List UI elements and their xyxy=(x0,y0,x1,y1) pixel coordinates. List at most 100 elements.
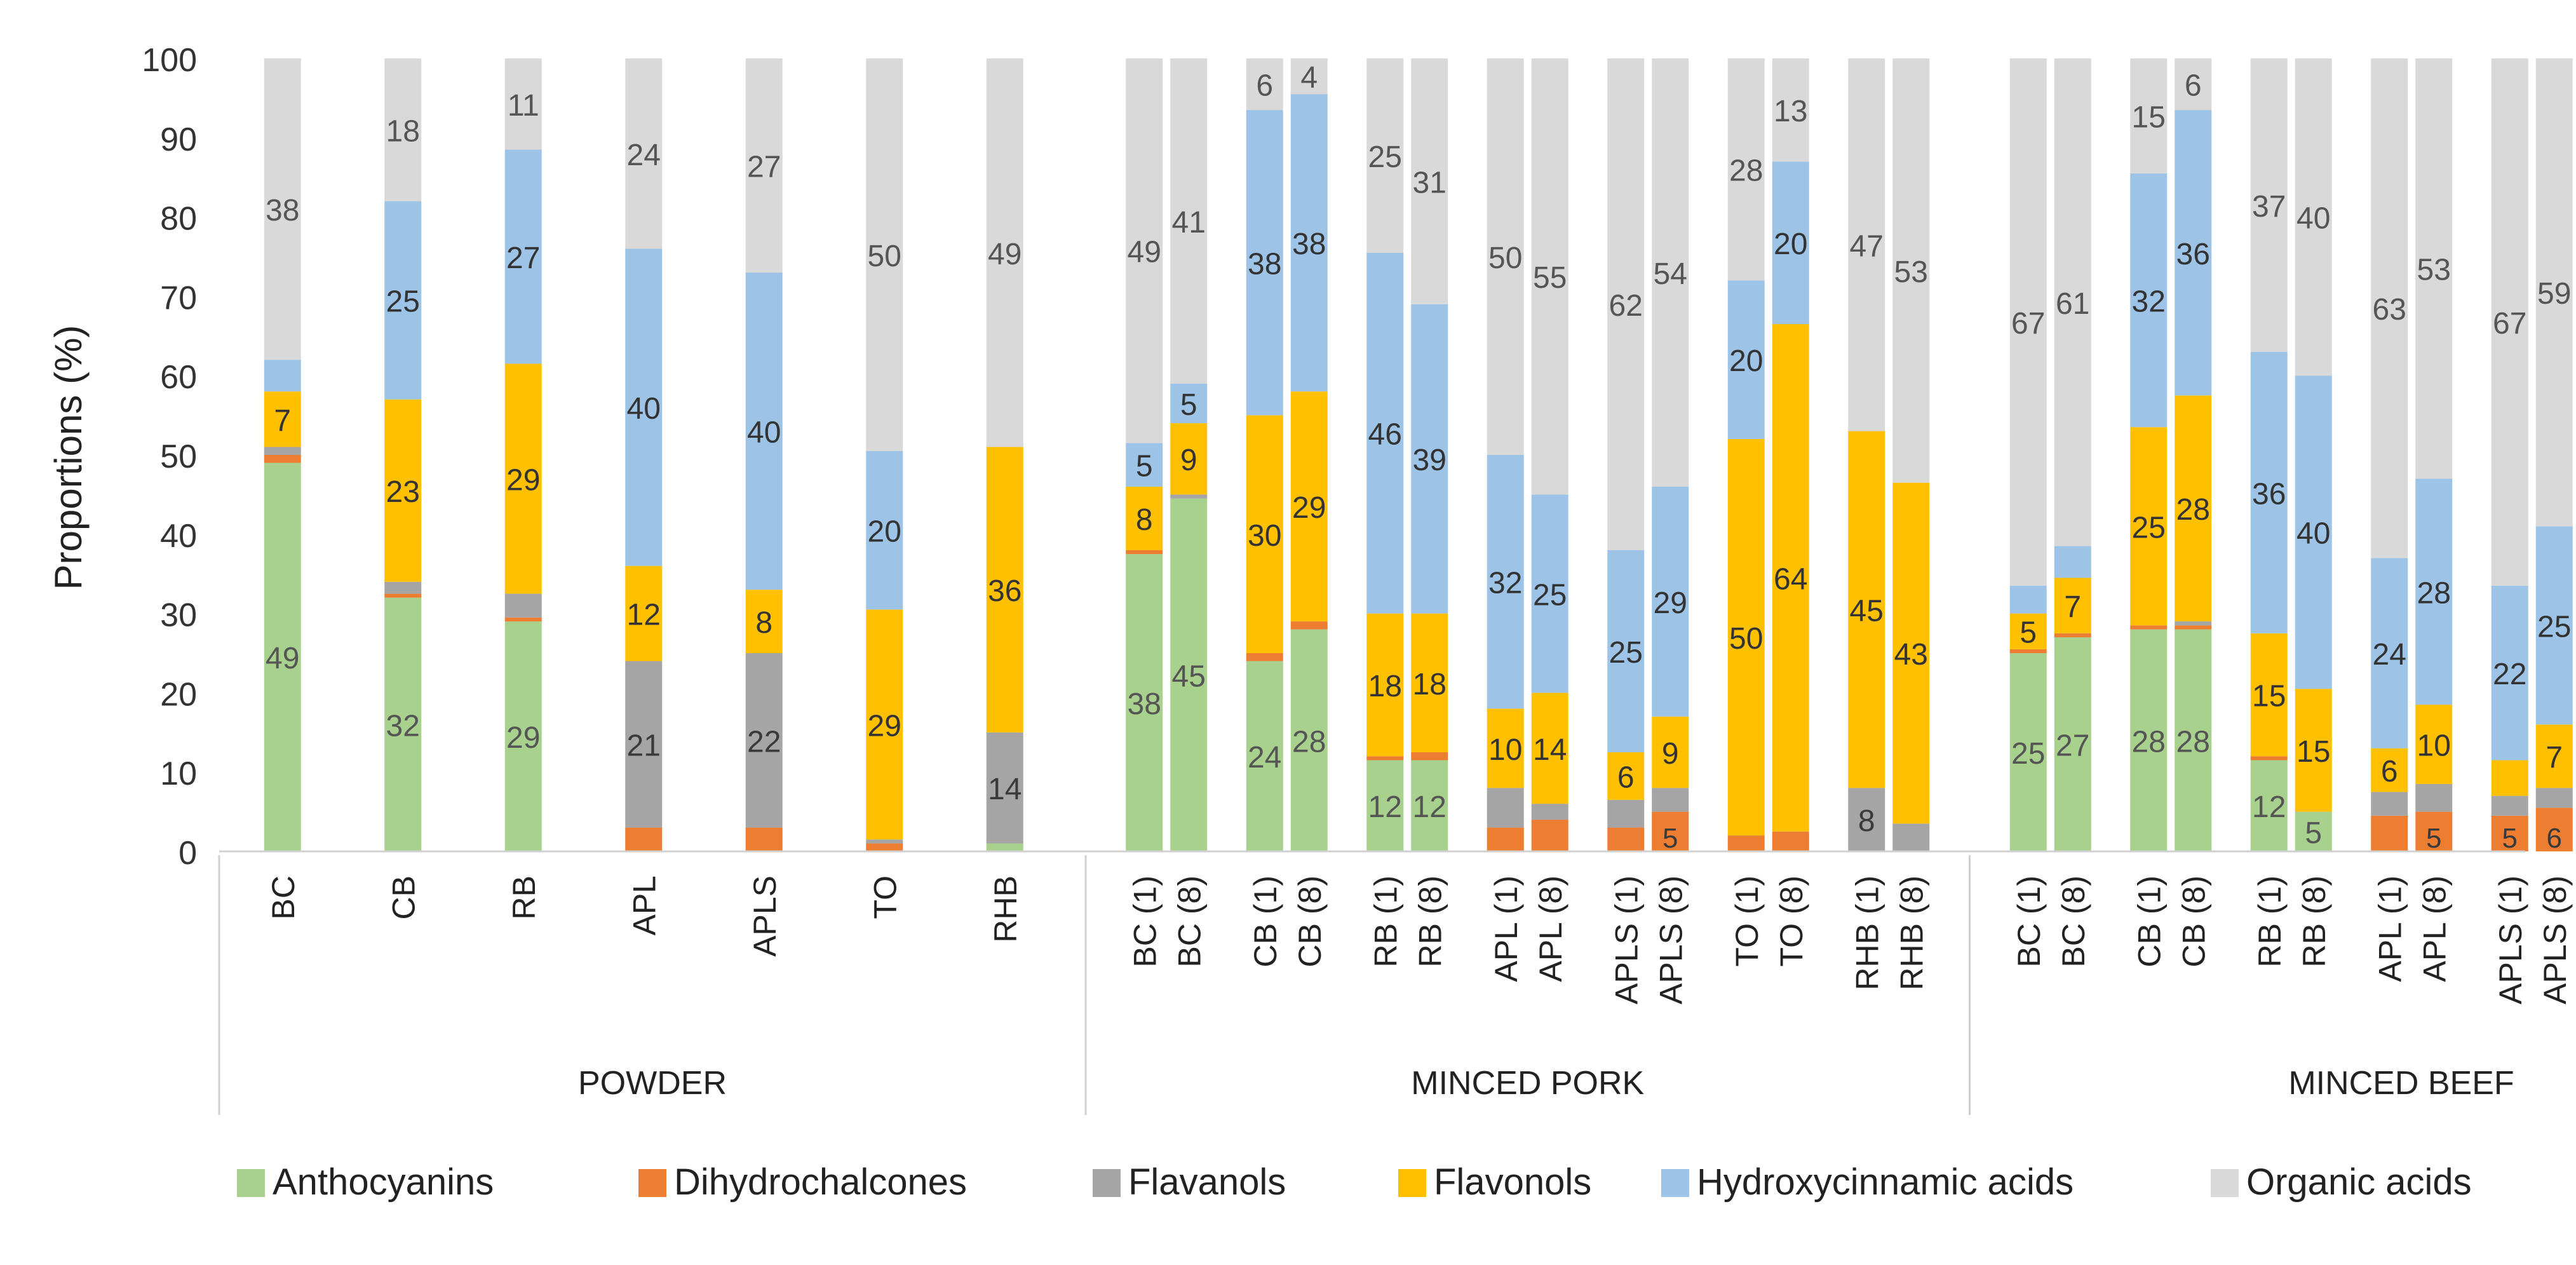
bar-segment-organic-acids xyxy=(1366,58,1404,253)
data-label-organic-acids: 62 xyxy=(1609,289,1643,323)
data-label-flavonols: 10 xyxy=(1488,733,1522,767)
value-labels-layer: 4973832232518292927112112402422840272920… xyxy=(266,61,2571,854)
bar-segment-organic-acids xyxy=(2491,58,2528,586)
bar-segment-dihydrochalcones xyxy=(1487,827,1524,851)
bar-segment-hydroxycinnamic-acids xyxy=(745,272,783,590)
data-label-flavonols: 15 xyxy=(2296,735,2330,769)
bar-segment-organic-acids xyxy=(2295,58,2332,376)
axis-layer: 0 10 20 30 40 50 60 70 80 90 100 xyxy=(142,42,2525,1115)
bar-segment-flavanols xyxy=(1652,788,1689,812)
bar-segment-flavanols xyxy=(1892,823,1930,851)
data-label-flavonols: 5 xyxy=(2020,616,2037,650)
bar-segment-hydroxycinnamic-acids xyxy=(1246,110,1283,416)
bar-segment-organic-acids xyxy=(264,58,301,360)
data-label-organic-acids: 24 xyxy=(627,139,661,172)
bar-segment-hydroxycinnamic-acids xyxy=(2491,585,2528,761)
data-label-anthocyanins: 27 xyxy=(2056,729,2089,763)
bar-segment-dihydrochalcones xyxy=(1607,827,1645,851)
data-label-flavonols: 10 xyxy=(2417,729,2451,763)
data-label-flavonols: 29 xyxy=(1292,491,1326,525)
bar-segment-flavonols xyxy=(2250,633,2288,757)
data-label-flavonols: 28 xyxy=(2176,493,2210,527)
bar-segment-anthocyanins xyxy=(1246,661,1283,851)
data-label-organic-acids: 18 xyxy=(386,114,420,148)
bar-segment-flavonols xyxy=(2295,689,2332,812)
data-label-organic-acids: 6 xyxy=(1256,69,1273,103)
bar-segment-dihydrochalcones xyxy=(866,843,903,851)
bar-segment-hydroxycinnamic-acids xyxy=(1170,383,1208,424)
data-label-flavonols: 23 xyxy=(386,475,420,509)
data-label-organic-acids: 49 xyxy=(988,238,1022,271)
y-tick-label: 40 xyxy=(160,518,197,555)
category-labels-layer: BC CB RB APL APLS TO RHB BC (1) BC (8) CB (1) CB (… xyxy=(266,876,2573,1102)
bar-segment-hydroxycinnamic-acids xyxy=(504,149,542,364)
legend-swatch-hydroxycinnamic-acids xyxy=(1661,1169,1689,1197)
data-label-hydroxycinnamic-acids: 46 xyxy=(1368,418,1402,452)
bar-segment-flavonols xyxy=(1411,613,1448,752)
bar-segment-hydroxycinnamic-acids xyxy=(1487,455,1524,709)
bar-segment-flavonols xyxy=(504,363,542,594)
x-category-label: CB (8) xyxy=(1292,876,1328,967)
x-category-label: RHB xyxy=(988,876,1023,943)
x-category-label: RHB (8) xyxy=(1894,876,1929,991)
data-label-hydroxycinnamic-acids: 25 xyxy=(2537,610,2571,644)
x-category-label: TO xyxy=(867,876,903,919)
bar-segment-organic-acids xyxy=(1487,58,1524,455)
bar-segment-organic-acids xyxy=(504,58,542,150)
x-category-label: BC (8) xyxy=(2056,876,2091,967)
bar-segment-flavonols xyxy=(2415,705,2453,784)
data-label-hydroxycinnamic-acids: 27 xyxy=(506,241,540,275)
bar-segment-organic-acids xyxy=(2371,58,2408,558)
data-label-organic-acids: 59 xyxy=(2537,277,2571,311)
bar-segment-dihydrochalcones xyxy=(2130,625,2168,630)
bar-segment-anthocyanins xyxy=(1290,629,1328,851)
legend-swatch-flavanols xyxy=(1093,1169,1121,1197)
data-label-dihydrochalcones: 5 xyxy=(1662,823,1678,854)
bar-segment-flavonols xyxy=(1727,439,1765,836)
bar-segment-hydroxycinnamic-acids xyxy=(2054,546,2091,578)
data-label-anthocyanins: 45 xyxy=(1172,660,1206,693)
bar-segment-organic-acids xyxy=(2250,58,2288,352)
x-category-label: BC xyxy=(266,876,301,919)
data-label-organic-acids: 15 xyxy=(2132,100,2166,134)
y-axis-label: Proportions (%) xyxy=(47,325,90,590)
data-label-flavonols: 9 xyxy=(1180,443,1197,477)
bar-segment-hydroxycinnamic-acids xyxy=(625,248,663,566)
data-label-hydroxycinnamic-acids: 22 xyxy=(2493,658,2526,691)
bar-segment-flavonols xyxy=(2009,613,2047,649)
x-category-label: APLS (8) xyxy=(2537,876,2573,1005)
bar-segment-anthocyanins xyxy=(2250,760,2288,851)
data-label-flavonols: 9 xyxy=(1662,737,1679,771)
bar-segment-organic-acids xyxy=(1290,58,1328,95)
bar-segment-hydroxycinnamic-acids xyxy=(1366,252,1404,614)
data-label-dihydrochalcones: 5 xyxy=(2426,823,2441,854)
x-category-label: TO (8) xyxy=(1774,876,1809,967)
data-label-flavanols: 22 xyxy=(747,725,781,759)
bar-segment-flavonols xyxy=(264,391,301,447)
data-label-hydroxycinnamic-acids: 40 xyxy=(627,392,661,426)
bar-segment-organic-acids xyxy=(1848,58,1885,431)
group-label: MINCED PORK xyxy=(1411,1065,1644,1102)
bar-segment-dihydrochalcones xyxy=(1411,752,1448,761)
bar-segment-flavanols xyxy=(866,839,903,844)
bar-segment-flavanols xyxy=(625,661,663,828)
data-label-hydroxycinnamic-acids: 36 xyxy=(2252,477,2286,511)
bar-segment-flavonols xyxy=(1290,391,1328,622)
data-label-flavanols: 8 xyxy=(1858,804,1875,838)
data-label-flavonols: 7 xyxy=(2546,741,2563,775)
data-label-flavonols: 6 xyxy=(2381,755,2398,788)
x-category-label: RB (1) xyxy=(2252,876,2288,967)
bar-segment-dihydrochalcones xyxy=(2009,649,2047,653)
bar-segment-dihydrochalcones xyxy=(2535,808,2573,851)
bar-segment-organic-acids xyxy=(1892,58,1930,483)
bar-segment-organic-acids xyxy=(1652,58,1689,487)
data-label-hydroxycinnamic-acids: 24 xyxy=(2373,638,2406,672)
data-label-organic-acids: 28 xyxy=(1729,154,1763,188)
bar-segment-hydroxycinnamic-acids xyxy=(1727,280,1765,440)
legend-label-hydroxycinnamic-acids: Hydroxycinnamic acids xyxy=(1697,1161,2074,1203)
data-label-flavonols: 25 xyxy=(2132,511,2166,545)
data-label-organic-acids: 4 xyxy=(1300,61,1318,95)
data-label-hydroxycinnamic-acids: 5 xyxy=(1180,388,1197,422)
data-label-anthocyanins: 25 xyxy=(2011,737,2045,771)
data-label-hydroxycinnamic-acids: 25 xyxy=(1533,578,1567,612)
